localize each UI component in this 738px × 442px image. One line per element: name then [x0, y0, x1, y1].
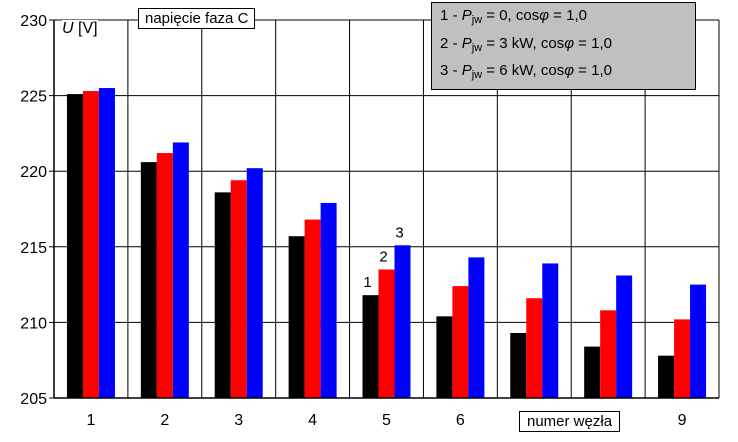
bar-series-2	[452, 286, 469, 398]
bars	[66, 88, 707, 399]
bar-series-3	[468, 257, 485, 398]
y-axis-unit: [V]	[78, 20, 98, 37]
bar-annotation: 1	[363, 274, 371, 291]
bar-series-3	[616, 275, 633, 398]
chart-title: napięcie faza C	[138, 8, 256, 29]
legend-symbol: P	[461, 7, 472, 24]
y-tick-labels: 205 210 215 220 225 230	[20, 13, 47, 408]
bar-series-1	[658, 355, 675, 398]
y-axis-symbol: U	[62, 20, 74, 37]
legend-phi: φ	[539, 7, 550, 24]
bar-series-3	[98, 88, 115, 398]
bar-series-2	[526, 298, 543, 398]
x-tick-label: 1	[86, 412, 95, 429]
legend-prefix: 2 -	[440, 35, 462, 52]
y-axis-label: U [V]	[62, 20, 98, 38]
x-tick-label: 5	[382, 412, 391, 429]
legend-tail: = 1,0	[549, 7, 587, 24]
bar-series-2	[600, 310, 617, 398]
axes	[49, 19, 719, 399]
bar-annotation: 2	[379, 248, 387, 265]
bar-annotations: 123	[363, 224, 403, 291]
legend-text: = 3 kW, cos	[482, 35, 565, 52]
bar-series-1	[584, 346, 601, 398]
bar-series-1	[288, 236, 305, 398]
bar-series-3	[246, 168, 263, 398]
legend: 1 - Pjw = 0, cosφ = 1,0 2 - Pjw = 3 kW, …	[431, 2, 696, 90]
bar-series-3	[690, 284, 707, 398]
bar-series-1	[436, 316, 453, 398]
bar-series-3	[172, 142, 189, 398]
x-tick-label: 4	[308, 412, 317, 429]
bar-series-1	[140, 162, 157, 398]
y-tick-label: 210	[20, 315, 47, 332]
legend-symbol: P	[461, 35, 472, 52]
bar-series-3	[542, 263, 559, 398]
bar-series-3	[394, 245, 411, 398]
x-axis-label: numer węzła	[519, 411, 621, 432]
legend-phi: φ	[564, 35, 575, 52]
y-tick-label: 220	[20, 164, 47, 181]
legend-subscript: jw	[471, 14, 483, 26]
bar-series-1	[66, 94, 83, 398]
legend-prefix: 3 -	[440, 62, 462, 79]
legend-prefix: 1 -	[440, 7, 462, 24]
bar-series-1	[510, 332, 527, 398]
bar-series-2	[230, 180, 247, 398]
bar-series-2	[304, 219, 321, 398]
legend-subscript: jw	[471, 69, 483, 81]
x-tick-labels: 1 2 3 4 5 6 9	[86, 412, 686, 429]
legend-entry-3: 3 - Pjw = 6 kW, cosφ = 1,0	[440, 62, 612, 81]
bar-series-1	[362, 295, 379, 398]
legend-entry-2: 2 - Pjw = 3 kW, cosφ = 1,0	[440, 35, 612, 54]
y-tick-label: 205	[20, 391, 47, 408]
bar-series-1	[214, 192, 231, 398]
y-tick-label: 230	[20, 13, 47, 30]
bar-series-2	[156, 153, 173, 398]
legend-entry-1: 1 - Pjw = 0, cosφ = 1,0	[440, 7, 587, 26]
legend-text: = 0, cos	[482, 7, 540, 24]
y-tick-label: 215	[20, 240, 47, 257]
bar-series-2	[82, 91, 99, 399]
bar-series-2	[674, 319, 691, 398]
legend-text: = 6 kW, cos	[482, 62, 565, 79]
legend-subscript: jw	[471, 42, 483, 54]
legend-phi: φ	[564, 62, 575, 79]
legend-tail: = 1,0	[574, 35, 612, 52]
y-tick-label: 225	[20, 89, 47, 106]
bar-series-3	[320, 202, 337, 398]
bar-annotation: 3	[395, 224, 403, 241]
bar-series-2	[378, 269, 395, 398]
x-tick-label: 2	[160, 412, 169, 429]
x-tick-label: 9	[678, 412, 687, 429]
x-tick-label: 3	[234, 412, 243, 429]
legend-symbol: P	[461, 62, 472, 79]
x-tick-label: 6	[456, 412, 465, 429]
legend-tail: = 1,0	[574, 62, 612, 79]
